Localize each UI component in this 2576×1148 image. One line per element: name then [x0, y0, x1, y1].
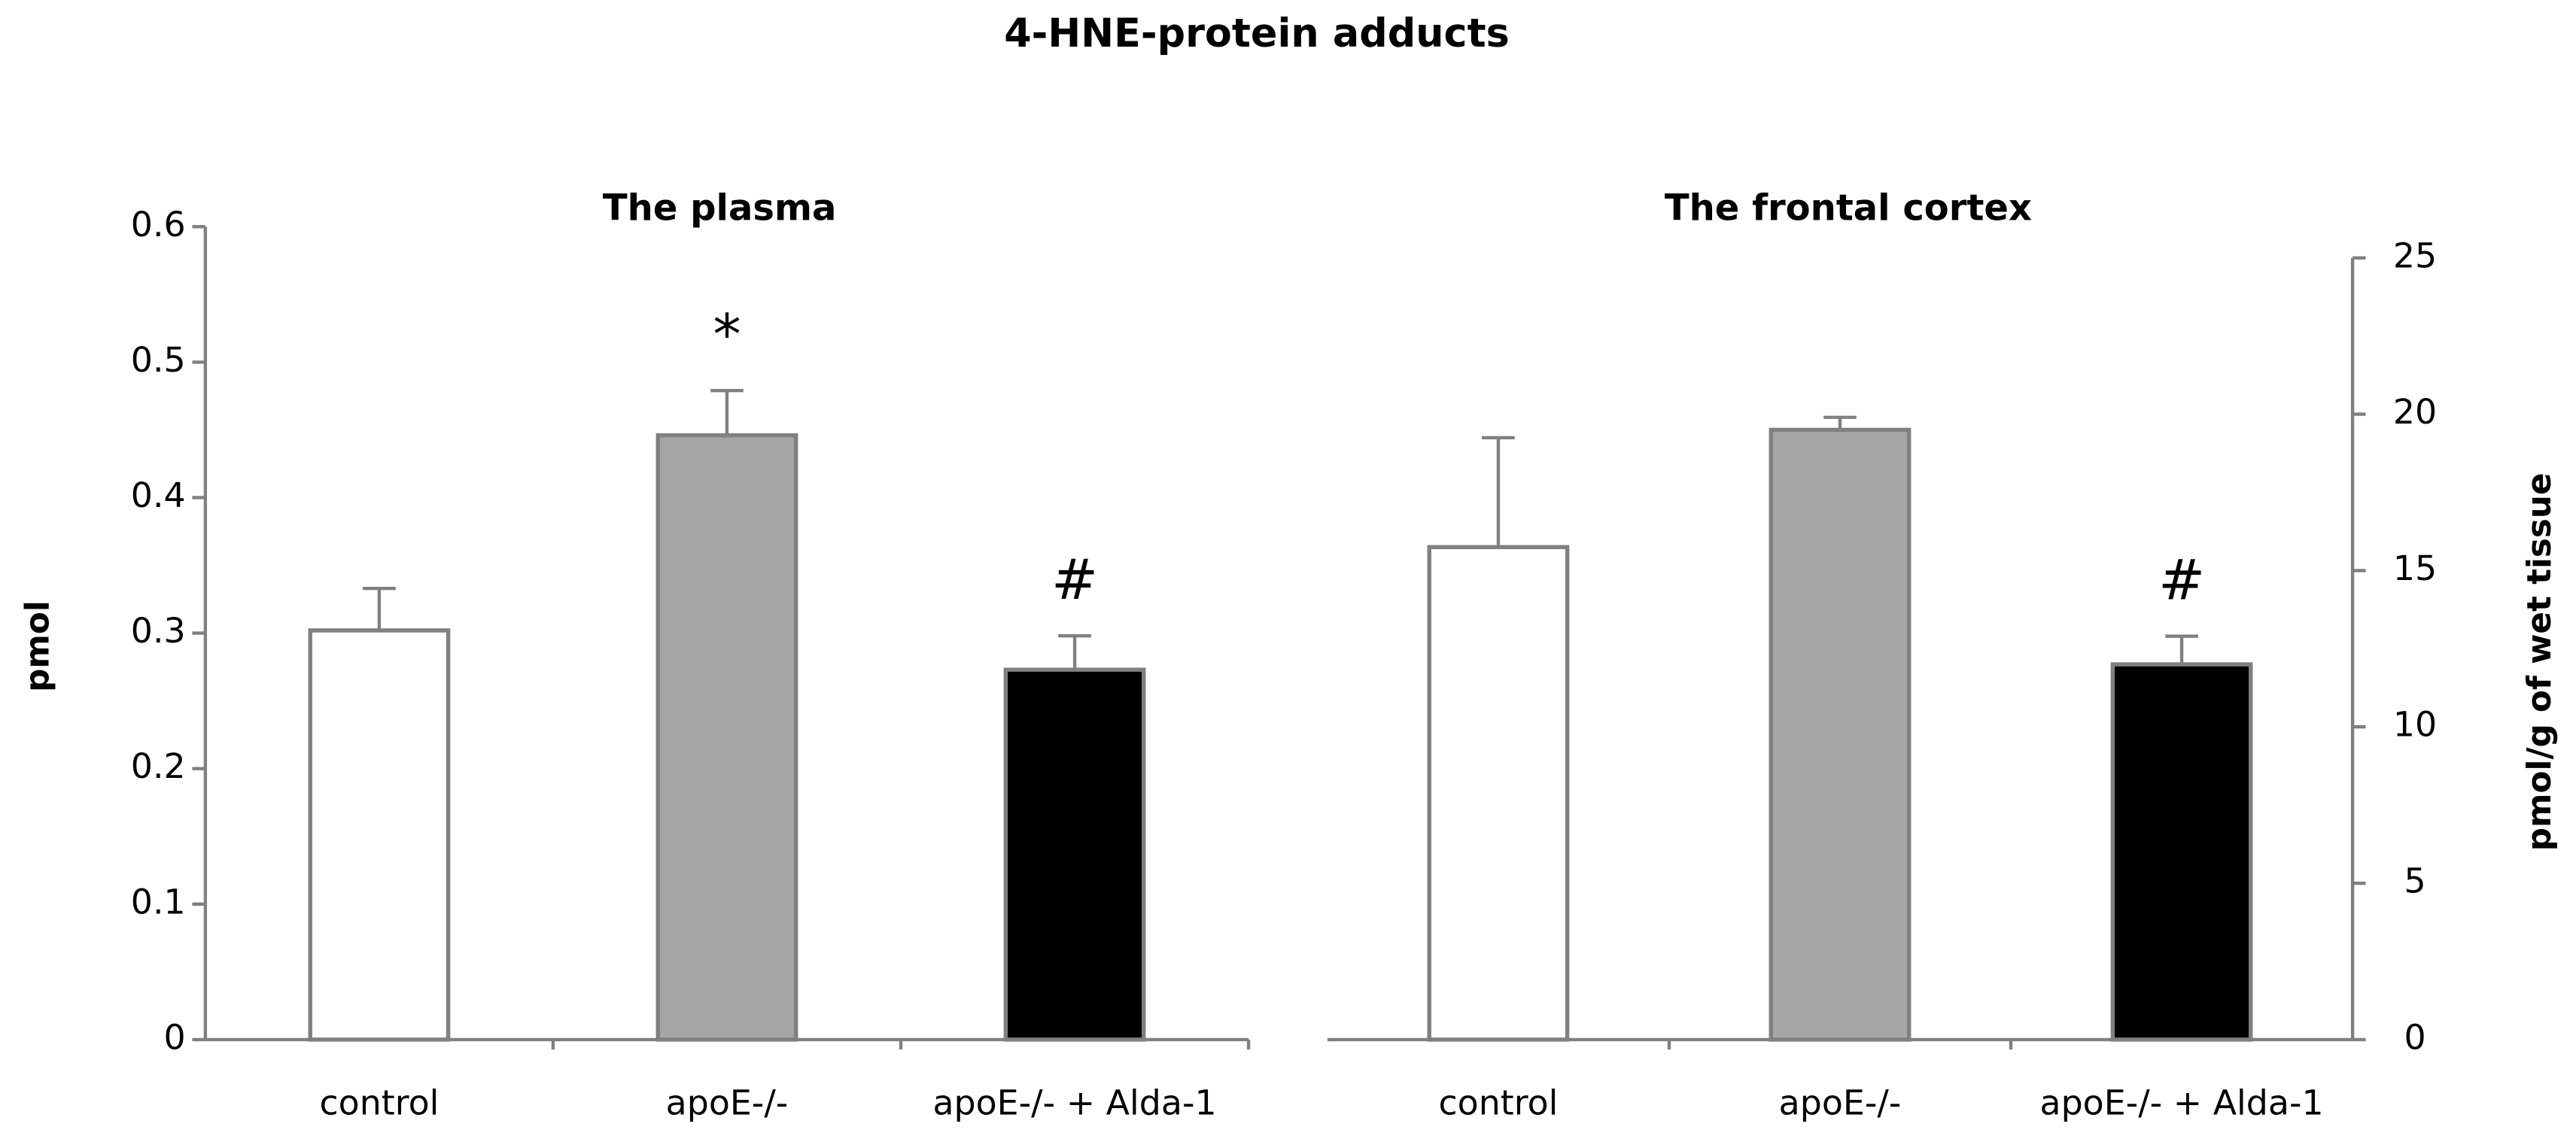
y-tick-label: 0.2	[131, 746, 186, 786]
y-tick-label: 25	[2393, 235, 2437, 275]
x-tick-label: apoE-/- + Alda-1	[2039, 1083, 2323, 1123]
y-tick-label: 0.4	[131, 475, 186, 515]
y-tick-label: 5	[2404, 861, 2425, 901]
chart-title: The plasma	[603, 187, 836, 229]
y-tick-label: 20	[2393, 391, 2437, 432]
significance-mark: #	[1051, 547, 1098, 612]
y-tick-label: 10	[2393, 704, 2437, 745]
bar	[1769, 427, 1911, 1042]
y-tick-label: 15	[2393, 548, 2437, 588]
figure-title: 4-HNE-protein adducts	[1004, 11, 1510, 56]
y-tick-label: 0.1	[131, 881, 186, 922]
x-tick-label: apoE-/- + Alda-1	[932, 1083, 1216, 1123]
bar	[1003, 667, 1146, 1042]
y-tick-label: 0	[164, 1016, 186, 1057]
significance-mark: *	[713, 302, 741, 367]
x-tick-label: apoE-/-	[666, 1083, 789, 1123]
bar	[655, 433, 798, 1042]
y-axis-label: pmol	[18, 600, 56, 692]
y-tick-label: 0.6	[131, 204, 186, 244]
x-tick-label: control	[319, 1083, 439, 1123]
chart-title: The frontal cortex	[1665, 187, 2032, 229]
bar	[2110, 662, 2253, 1042]
y-tick-label: 0.3	[131, 610, 186, 651]
bar	[1427, 545, 1570, 1042]
y-tick-label: 0	[2404, 1016, 2425, 1057]
y-tick-label: 0.5	[131, 339, 186, 380]
bar	[308, 628, 451, 1042]
x-tick-label: control	[1438, 1083, 1558, 1123]
y-axis-label: pmol/g of wet tissue	[2520, 472, 2559, 851]
x-tick-label: apoE-/-	[1779, 1083, 1902, 1123]
significance-mark: #	[2158, 547, 2205, 612]
